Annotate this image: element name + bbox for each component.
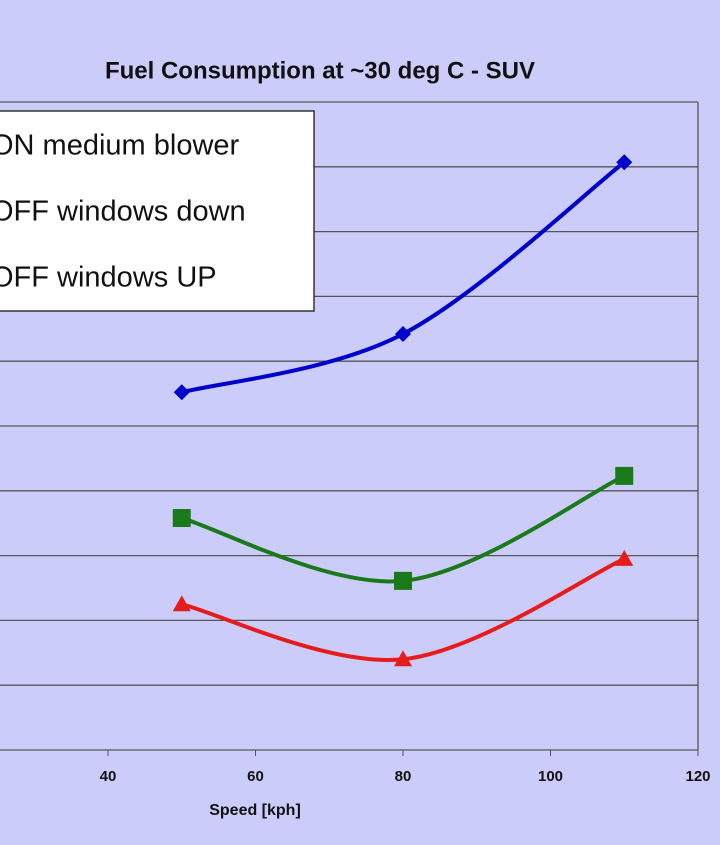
marker xyxy=(394,571,412,590)
marker xyxy=(172,595,191,612)
marker xyxy=(394,650,412,667)
legend-label: OFF windows UP xyxy=(0,262,217,294)
marker xyxy=(172,509,191,528)
x-tick-label: 40 xyxy=(100,768,117,785)
marker xyxy=(173,384,190,401)
x-axis-label: Speed [kph] xyxy=(209,802,301,819)
legend-label: ON medium blower xyxy=(0,130,240,162)
legend-label: OFF windows down xyxy=(0,196,246,228)
x-tick-label: 120 xyxy=(685,768,710,785)
x-tick-label: 100 xyxy=(538,768,563,785)
x-tick-label: 80 xyxy=(395,768,412,785)
legend-box xyxy=(0,110,315,312)
marker xyxy=(616,154,633,171)
chart-title: Fuel Consumption at ~30 deg C - SUV xyxy=(105,57,535,84)
x-tick-label: 60 xyxy=(247,768,264,785)
marker xyxy=(395,325,411,342)
marker xyxy=(615,466,634,485)
marker xyxy=(615,549,634,566)
